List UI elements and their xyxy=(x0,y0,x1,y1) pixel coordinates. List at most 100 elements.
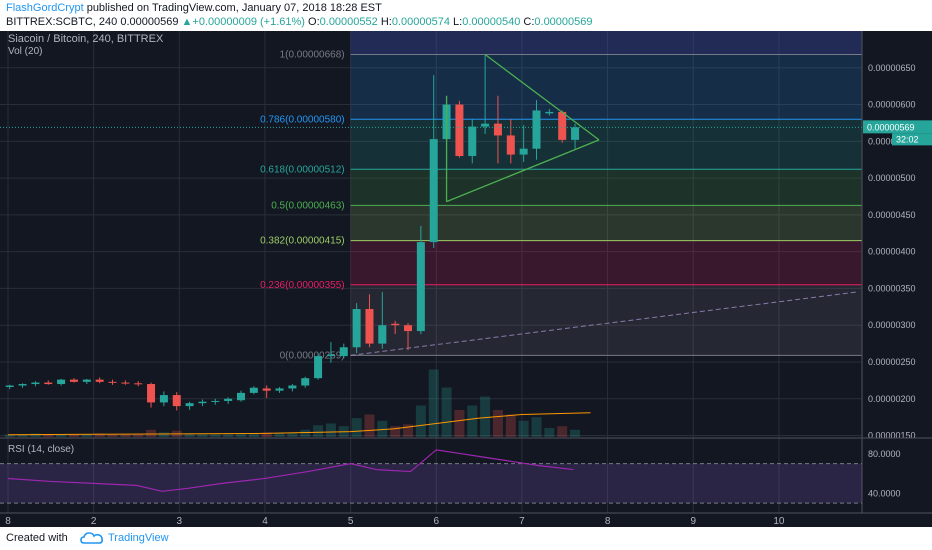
candle-body xyxy=(44,382,53,385)
countdown-tag-label: 32:02 xyxy=(896,134,919,144)
volume-bar xyxy=(505,414,516,437)
volume-bar xyxy=(235,433,246,437)
price-axis-tick-label: 0.00000450 xyxy=(868,210,916,220)
candle-body xyxy=(326,354,335,357)
high-label: H: xyxy=(380,16,392,28)
candle-body xyxy=(198,401,207,404)
candle-body xyxy=(365,309,374,344)
volume-bar xyxy=(210,434,221,437)
candle-body xyxy=(57,379,66,385)
candle-body xyxy=(172,395,181,407)
volume-bar xyxy=(544,428,555,437)
chart-canvas[interactable]: 1(0.00000668) 0.786(0.00000580) 0.618(0.00… xyxy=(0,31,932,527)
volume-bar xyxy=(454,410,465,437)
fib-zone xyxy=(350,205,862,241)
volume-bar xyxy=(570,429,581,437)
price-change: +0.00000009 (+1.61%) xyxy=(192,16,305,28)
candle-body xyxy=(108,381,117,383)
chart-background xyxy=(0,31,932,527)
chart-title: Siacoin / Bitcoin, 240, BITTREX xyxy=(8,33,164,45)
candle-body xyxy=(455,104,464,157)
triangle-upper-line xyxy=(484,54,600,141)
candle-body xyxy=(506,135,515,155)
price-axis-tick-label: 0.00000500 xyxy=(868,173,916,183)
candle-body xyxy=(339,347,348,357)
volume-bar xyxy=(428,369,439,437)
volume-bar xyxy=(4,434,15,437)
candle-body xyxy=(493,123,502,136)
low-label: L: xyxy=(453,16,463,28)
rsi-band xyxy=(0,463,862,504)
volume-bar xyxy=(287,432,298,437)
fib-level-label: 0.618(0.00000512) xyxy=(260,164,345,175)
candle-body xyxy=(134,383,143,385)
volume-bar xyxy=(351,418,362,437)
volume-bar xyxy=(146,429,157,437)
tradingview-cloud-icon xyxy=(80,532,103,544)
volume-bar xyxy=(313,425,324,437)
candle-body xyxy=(5,385,14,387)
candle-body xyxy=(249,387,258,393)
created-with-label: Created with xyxy=(6,532,68,544)
footer: Created with TradingView xyxy=(0,527,932,550)
price-axis-tick-label: 0.00000400 xyxy=(868,247,916,257)
price-axis-background xyxy=(862,31,932,527)
fib-zone xyxy=(350,284,862,356)
last-price-tag xyxy=(863,120,932,134)
fib-zone xyxy=(350,240,862,285)
publish-line: FlashGordCrypt published on TradingView.… xyxy=(6,2,382,14)
candle-body xyxy=(95,379,104,382)
volume-bar xyxy=(325,423,336,437)
volume-bar xyxy=(441,387,452,437)
ohlc-line: BITTREX:SCBTC, 240 0.00000569 ▲+0.000000… xyxy=(6,16,593,28)
candle-body xyxy=(288,385,297,389)
trendline xyxy=(350,291,857,356)
fib-zone xyxy=(350,119,862,170)
volume-ma-line xyxy=(7,412,591,436)
fib-level-label: 0.5(0.00000463) xyxy=(271,200,344,211)
candle-body xyxy=(224,398,233,401)
volume-bar xyxy=(300,429,311,437)
author-name[interactable]: FlashGordCrypt xyxy=(6,2,84,14)
fib-level-label: 0.786(0.00000580) xyxy=(260,114,345,125)
last-price-tag-label: 0.00000569 xyxy=(867,122,915,132)
candle-body xyxy=(159,395,168,403)
open-label: O: xyxy=(308,16,320,28)
candle-body xyxy=(211,400,220,402)
price-axis-tick-label: 0.00000550 xyxy=(868,136,916,146)
close-label: C: xyxy=(523,16,535,28)
volume-bar xyxy=(467,405,478,437)
volume-bar xyxy=(68,434,79,437)
triangle-lower-line xyxy=(446,139,600,203)
candle-body xyxy=(429,139,438,243)
open-value: 0.00000552 xyxy=(319,16,378,28)
candle-body xyxy=(532,110,541,149)
volume-bar xyxy=(120,434,131,437)
candle-body xyxy=(275,388,284,391)
price-axis-tick-label: 0.00000300 xyxy=(868,320,916,330)
candle-body xyxy=(301,378,310,386)
time-axis-tick-label: 8 xyxy=(5,516,11,527)
time-axis-tick-label: 9 xyxy=(690,516,696,527)
fib-level-label: 1(0.00000668) xyxy=(280,50,345,61)
candle-body xyxy=(404,325,413,332)
time-axis-tick-label: 3 xyxy=(177,516,183,527)
fib-level-label: 0(0.00000259) xyxy=(280,350,345,361)
candle-body xyxy=(185,403,194,407)
price-axis-tick-label: 0.00000150 xyxy=(868,431,916,441)
volume-bar xyxy=(17,434,28,437)
low-value: 0.00000540 xyxy=(462,16,521,28)
candle-body xyxy=(31,382,40,385)
time-axis-tick-label: 10 xyxy=(773,516,785,527)
volume-bar xyxy=(107,434,118,437)
publish-header: FlashGordCrypt published on TradingView.… xyxy=(0,0,932,31)
volume-bar xyxy=(364,414,375,437)
countdown-tag xyxy=(892,133,932,146)
volume-bar xyxy=(56,434,67,437)
fib-zone-top xyxy=(350,31,862,55)
fib-level-label: 0.236(0.00000355) xyxy=(260,280,345,291)
volume-bar xyxy=(415,405,426,437)
tradingview-logo-text[interactable]: TradingView xyxy=(108,532,169,544)
volume-bar xyxy=(261,432,272,437)
